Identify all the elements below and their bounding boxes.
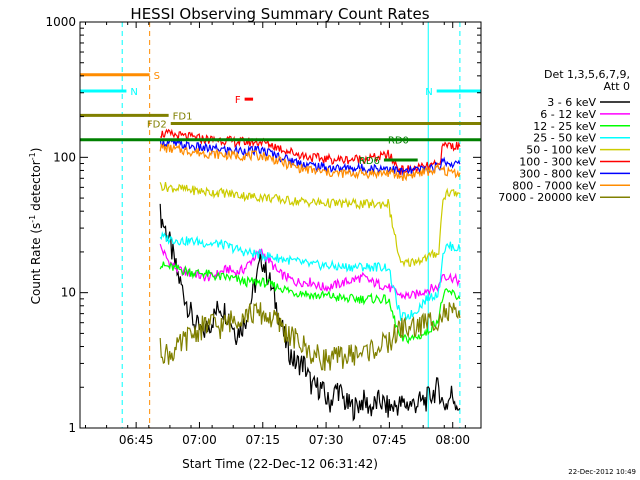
series-line	[159, 181, 461, 268]
y-label-sup: -1	[28, 215, 37, 223]
series-line	[159, 243, 461, 301]
flag-label: N	[130, 87, 137, 98]
y-axis-label: Count Rate (s-1 detector-1)	[28, 148, 43, 305]
x-tick-label: 07:30	[309, 433, 344, 447]
y-tick-label: 1000	[45, 15, 76, 29]
flag-label: FD1	[173, 111, 193, 122]
legend-label: 25 - 50 keV	[533, 132, 596, 145]
x-tick-label: 06:45	[119, 433, 154, 447]
x-axis: 06:45 07:00 07:15 07:30 07:45 08:00	[84, 22, 470, 447]
flag-label: F	[235, 95, 241, 106]
series-line	[159, 231, 461, 322]
series-line	[159, 302, 461, 371]
legend-header-2: Att 0	[604, 80, 630, 93]
y-axis: 1 10 100 1000	[45, 15, 481, 435]
legend-label: 6 - 12 keV	[540, 108, 596, 121]
chart-title: HESSI Observing Summary Count Rates	[130, 5, 429, 23]
plot-lines	[79, 22, 461, 428]
flag-label: FD2	[147, 120, 167, 131]
series-line	[159, 261, 461, 345]
y-tick-label: 100	[53, 150, 76, 164]
legend-label: 100 - 300 keV	[519, 156, 596, 169]
legend-label: 800 - 7000 keV	[512, 179, 596, 192]
x-axis-label: Start Time (22-Dec-12 06:31:42)	[182, 457, 378, 471]
x-tick-label: 07:45	[372, 433, 407, 447]
legend-header-1: Det 1,3,5,6,7,9,	[544, 68, 630, 81]
flag-label: RD6	[359, 156, 380, 167]
y-label-sup2: -1	[28, 152, 37, 160]
y-label-pre: Count Rate (s	[29, 223, 43, 305]
legend-label: 3 - 6 keV	[547, 96, 596, 109]
series-line	[159, 143, 461, 182]
series-line	[159, 203, 461, 422]
flags-layer: S N N F FD1 FD2 RD0 RD6	[80, 71, 481, 167]
y-tick-label: 10	[61, 286, 76, 300]
y-label-end: )	[29, 148, 43, 153]
flag-label: S	[154, 71, 160, 82]
flag-label: N	[425, 87, 432, 98]
x-tick-label: 07:00	[182, 433, 217, 447]
legend-label: 50 - 100 keV	[526, 144, 596, 157]
flag-label: RD0	[388, 136, 409, 147]
y-label-post: detector	[29, 160, 43, 215]
series-line	[159, 138, 461, 177]
x-tick-label: 07:15	[245, 433, 280, 447]
footer-date: 22-Dec-2012 10:49	[568, 468, 636, 476]
legend-label: 7000 - 20000 keV	[498, 191, 596, 204]
legend-label: 12 - 25 keV	[533, 120, 596, 133]
legend-label: 300 - 800 keV	[519, 167, 596, 180]
series-layer	[159, 128, 461, 422]
plot-frame	[79, 21, 482, 429]
y-tick-label: 1	[68, 421, 76, 435]
x-tick-label: 08:00	[435, 433, 470, 447]
